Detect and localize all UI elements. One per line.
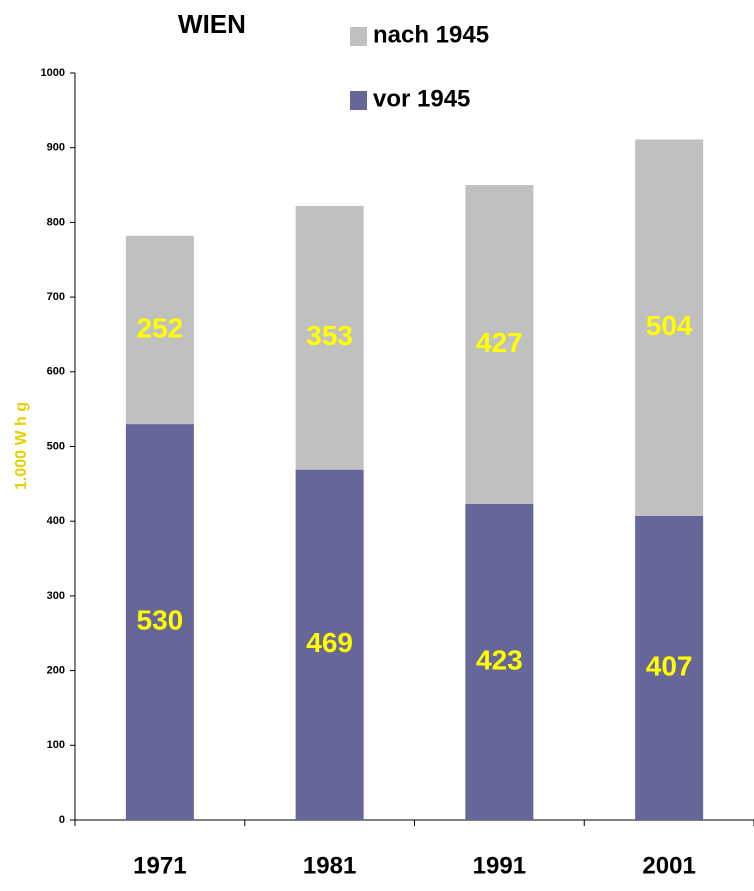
y-tick-label: 300 [47, 590, 65, 602]
bar-segment [635, 515, 704, 820]
x-tick-label: 1991 [473, 852, 526, 879]
bar-segment [465, 504, 534, 820]
bar-segment [125, 424, 194, 820]
legend-label: vor 1945 [373, 85, 470, 112]
y-axis-label: 1.000 W h g [13, 402, 30, 490]
bar-segment [295, 205, 364, 470]
data-label: 530 [137, 604, 184, 635]
data-label: 427 [476, 327, 523, 358]
data-label: 469 [306, 627, 353, 658]
y-tick-label: 400 [47, 515, 65, 527]
data-label: 423 [476, 644, 523, 675]
bar-segment [125, 235, 194, 425]
chart-title: WIEN [178, 9, 246, 39]
y-tick-label: 800 [47, 216, 65, 228]
y-tick-label: 200 [47, 665, 65, 677]
data-label: 353 [306, 320, 353, 351]
y-tick-label: 0 [59, 814, 65, 826]
x-tick-label: 1971 [133, 852, 186, 879]
bar-segment [295, 469, 364, 820]
y-tick-label: 500 [47, 440, 65, 452]
legend-label: nach 1945 [373, 21, 489, 48]
legend-swatch [350, 27, 367, 46]
data-label: 504 [646, 310, 693, 341]
y-tick-label: 900 [47, 142, 65, 154]
y-tick-label: 1000 [41, 67, 65, 79]
y-tick-label: 700 [47, 291, 65, 303]
bar-segment [465, 185, 534, 505]
y-tick-label: 100 [47, 739, 65, 751]
data-label: 252 [137, 312, 184, 343]
bar-segment [635, 139, 704, 516]
y-tick-label: 600 [47, 366, 65, 378]
data-label: 407 [646, 650, 693, 681]
x-tick-label: 2001 [642, 852, 695, 879]
legend-swatch [350, 91, 367, 110]
x-tick-label: 1981 [303, 852, 356, 879]
